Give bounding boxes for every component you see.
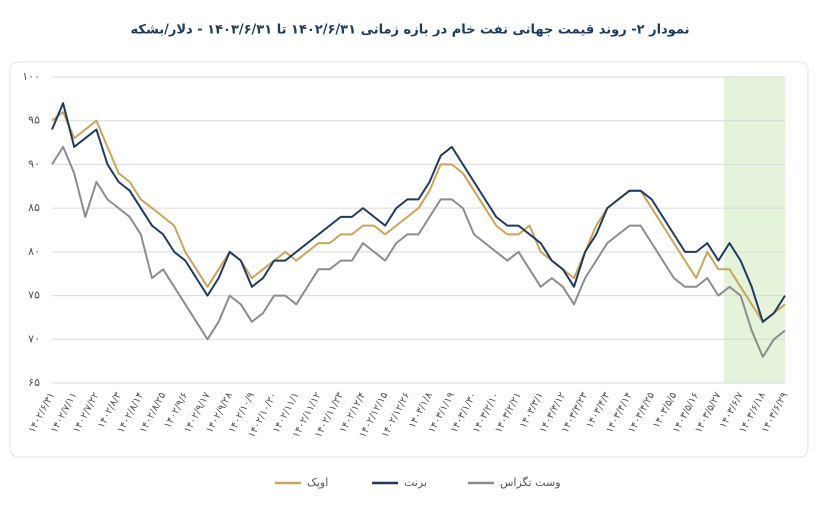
chart-title: نمودار ۲- روند قیمت جهانی نفت خام در باز… — [131, 23, 690, 38]
y-tick-label: ۶۵ — [28, 376, 40, 389]
legend-label: اوپک — [307, 476, 328, 489]
y-tick-label: ۸۰ — [28, 245, 40, 258]
series-line — [51, 111, 786, 323]
series-line — [51, 145, 786, 358]
y-tick-label: ۸۵ — [28, 201, 40, 214]
y-tick-label: ۹۰ — [28, 157, 40, 170]
y-tick-label: ۱۰۰ — [22, 70, 40, 83]
legend-label: برنت — [404, 476, 427, 489]
highlight-region — [723, 77, 785, 383]
y-tick-label: ۷۵ — [28, 289, 40, 302]
y-tick-label: ۷۰ — [28, 332, 40, 345]
legend-label: وست تگزاس — [500, 476, 561, 489]
frame — [9, 61, 809, 458]
series-line — [51, 102, 786, 323]
y-tick-label: ۹۵ — [28, 114, 40, 127]
